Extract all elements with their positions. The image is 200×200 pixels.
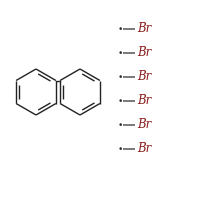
Text: •: •	[117, 24, 123, 33]
Text: •: •	[117, 97, 123, 106]
Text: Br: Br	[137, 46, 151, 60]
Text: Br: Br	[137, 118, 151, 132]
Text: •: •	[117, 48, 123, 58]
Text: Br: Br	[137, 95, 151, 108]
Text: •: •	[117, 120, 123, 130]
Text: Br: Br	[137, 142, 151, 156]
Text: •: •	[117, 144, 123, 154]
Text: Br: Br	[137, 71, 151, 84]
Text: Br: Br	[137, 22, 151, 36]
Text: •: •	[117, 72, 123, 82]
